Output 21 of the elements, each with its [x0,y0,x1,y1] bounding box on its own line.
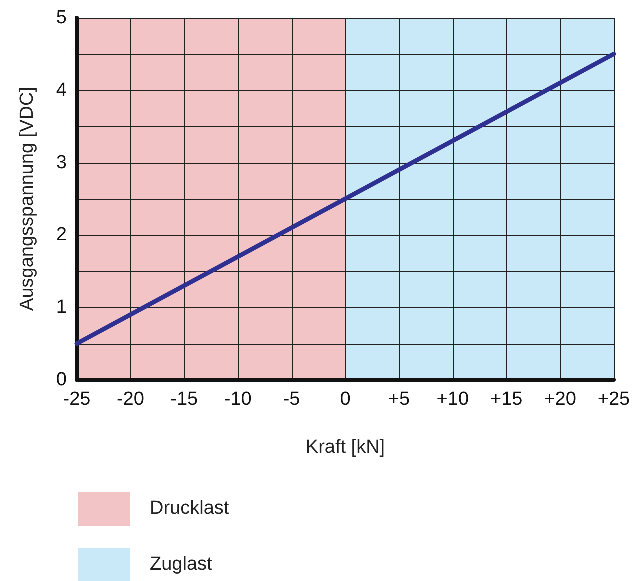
x-axis-title: Kraft [kN] [306,437,386,458]
x-tick-label: +25 [598,389,630,410]
x-tick-label: -10 [224,389,252,410]
x-tick-label: -20 [116,389,144,410]
y-tick-label: 5 [56,8,67,28]
x-tick-label: -5 [283,389,300,410]
x-tick-label: +10 [436,389,470,410]
y-tick-label: 3 [56,152,67,174]
y-axis-title: Ausgangsspannung [VDC] [17,87,38,311]
legend-label: Drucklast [150,498,230,520]
y-tick-label: 0 [56,370,67,390]
legend-label: Zuglast [150,554,212,576]
y-tick-label: 1 [56,297,67,318]
x-tick-label: -15 [170,389,198,410]
x-tick-label: -25 [63,389,91,410]
y-tick-label: 2 [56,224,67,246]
x-tick-label: +5 [388,389,410,410]
x-tick-label: +15 [490,389,523,410]
x-tick-label: +20 [544,389,576,410]
x-tick-label: 0 [340,389,351,410]
y-tick-label: 4 [56,80,68,101]
